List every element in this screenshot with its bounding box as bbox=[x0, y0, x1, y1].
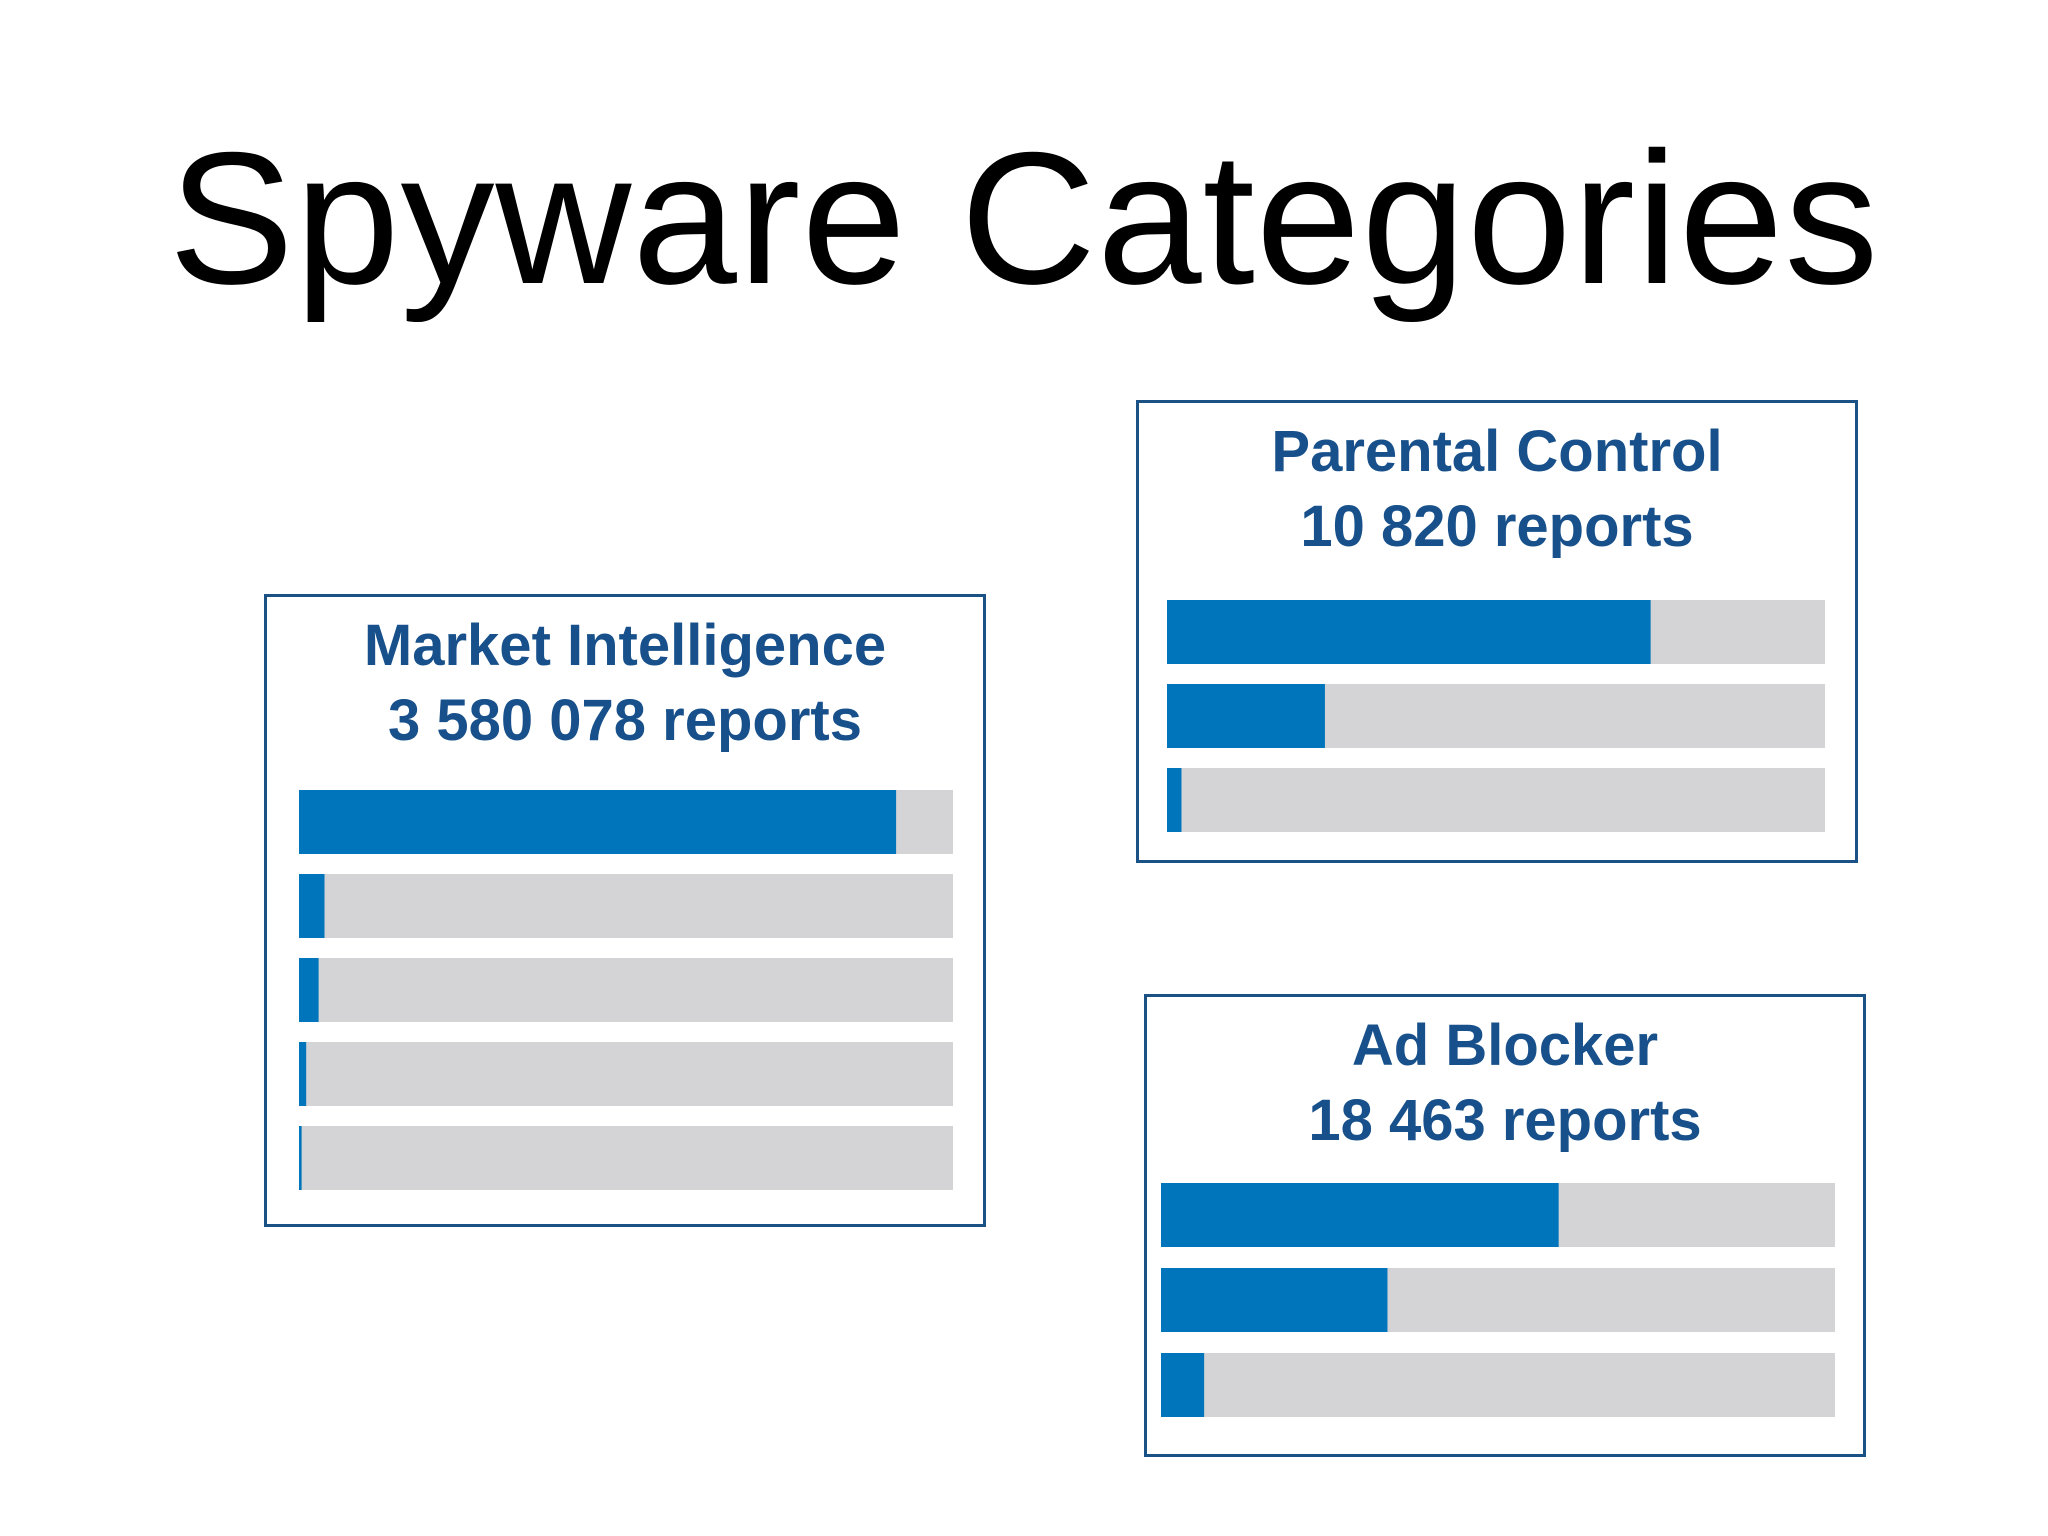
bar bbox=[1167, 684, 1325, 748]
bar bbox=[1167, 600, 1651, 664]
market-intelligence-bars bbox=[299, 790, 953, 1190]
bar bbox=[299, 1126, 302, 1190]
bar-track bbox=[299, 1126, 953, 1190]
bar-track bbox=[1161, 1353, 1835, 1417]
bar-track bbox=[299, 958, 953, 1022]
bar bbox=[299, 790, 897, 854]
market-intelligence-panel: Market Intelligence 3 580 078 reports bbox=[264, 594, 986, 1227]
bar-track bbox=[1167, 768, 1825, 832]
bar bbox=[299, 1042, 307, 1106]
page-title: Spyware Categories bbox=[168, 113, 1880, 323]
bar-track bbox=[299, 874, 953, 938]
bar bbox=[1167, 768, 1182, 832]
ad-blocker-panel: Ad Blocker 18 463 reports bbox=[1144, 994, 1866, 1457]
parental-control-panel: Parental Control 10 820 reports bbox=[1136, 400, 1858, 863]
bar bbox=[299, 958, 319, 1022]
bar bbox=[1161, 1353, 1205, 1417]
parental-control-title: Parental Control bbox=[1271, 419, 1723, 484]
parental-control-bars bbox=[1167, 600, 1825, 832]
bar-track bbox=[299, 1042, 953, 1106]
ad-blocker-report-count: 18 463 reports bbox=[1308, 1088, 1702, 1153]
parental-control-report-count: 10 820 reports bbox=[1300, 494, 1694, 559]
bar bbox=[1161, 1183, 1559, 1247]
bar bbox=[299, 874, 325, 938]
market-intelligence-report-count: 3 580 078 reports bbox=[388, 688, 862, 753]
ad-blocker-title: Ad Blocker bbox=[1351, 1013, 1659, 1078]
bar bbox=[1161, 1268, 1388, 1332]
ad-blocker-bars bbox=[1161, 1183, 1835, 1417]
market-intelligence-title: Market Intelligence bbox=[363, 613, 887, 678]
